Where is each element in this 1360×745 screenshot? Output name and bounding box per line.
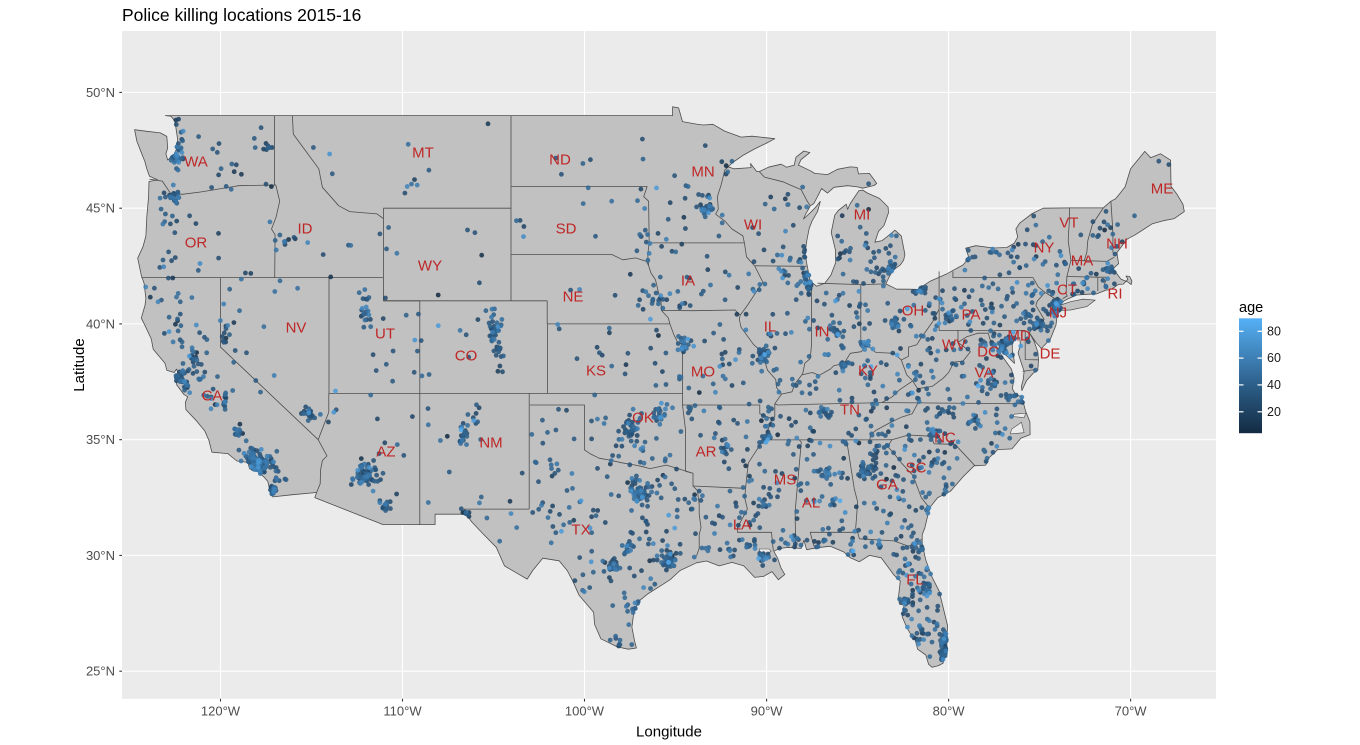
svg-text:MT: MT — [412, 145, 434, 162]
svg-text:RI: RI — [1108, 286, 1123, 303]
svg-text:UT: UT — [375, 326, 395, 343]
svg-text:KS: KS — [586, 363, 606, 380]
svg-text:AL: AL — [802, 495, 820, 512]
svg-text:VT: VT — [1059, 215, 1078, 232]
svg-text:VA: VA — [975, 365, 994, 382]
svg-text:NJ: NJ — [1049, 305, 1067, 322]
svg-text:NH: NH — [1106, 236, 1128, 253]
svg-text:80: 80 — [1267, 324, 1281, 338]
svg-text:IN: IN — [815, 324, 830, 341]
svg-text:ND: ND — [549, 152, 571, 169]
svg-text:120°W: 120°W — [201, 703, 241, 718]
svg-text:40°N: 40°N — [86, 316, 115, 331]
svg-text:50°N: 50°N — [86, 85, 115, 100]
svg-text:90°W: 90°W — [751, 703, 784, 718]
svg-text:AR: AR — [696, 444, 717, 461]
svg-text:ME: ME — [1151, 181, 1174, 198]
svg-text:100°W: 100°W — [565, 703, 605, 718]
svg-text:MN: MN — [691, 164, 714, 181]
svg-text:PA: PA — [962, 307, 981, 324]
svg-text:OK: OK — [632, 410, 654, 427]
svg-text:OH: OH — [902, 303, 925, 320]
svg-text:IL: IL — [764, 319, 777, 336]
svg-text:NM: NM — [479, 435, 502, 452]
svg-text:GA: GA — [876, 477, 898, 494]
svg-text:35°N: 35°N — [86, 432, 115, 447]
svg-text:CA: CA — [202, 388, 223, 405]
svg-text:30°N: 30°N — [86, 548, 115, 563]
svg-text:45°N: 45°N — [86, 201, 115, 216]
svg-text:NE: NE — [563, 289, 584, 306]
svg-text:SD: SD — [556, 221, 577, 238]
svg-text:IA: IA — [681, 273, 695, 290]
svg-text:70°W: 70°W — [1115, 703, 1148, 718]
svg-text:TN: TN — [840, 402, 860, 419]
svg-text:KY: KY — [858, 363, 878, 380]
svg-text:60: 60 — [1267, 351, 1281, 365]
svg-text:LA: LA — [733, 517, 751, 534]
svg-text:CO: CO — [455, 348, 478, 365]
svg-text:DC: DC — [977, 344, 999, 361]
svg-text:OR: OR — [185, 235, 208, 252]
svg-text:WA: WA — [184, 154, 208, 171]
svg-text:Longitude: Longitude — [636, 724, 702, 741]
svg-text:40: 40 — [1267, 378, 1281, 392]
svg-text:MA: MA — [1071, 253, 1094, 270]
svg-text:80°W: 80°W — [933, 703, 966, 718]
svg-text:Latitude: Latitude — [71, 338, 88, 391]
svg-text:MD: MD — [1007, 328, 1030, 345]
svg-text:CT: CT — [1057, 282, 1077, 299]
svg-text:DE: DE — [1040, 346, 1061, 363]
svg-text:25°N: 25°N — [86, 664, 115, 679]
svg-text:WY: WY — [418, 258, 442, 275]
svg-text:WI: WI — [744, 217, 762, 234]
svg-text:Police killing locations 2015-: Police killing locations 2015-16 — [122, 5, 361, 25]
svg-text:FL: FL — [906, 572, 924, 589]
svg-text:NC: NC — [934, 430, 956, 447]
svg-text:110°W: 110°W — [383, 703, 422, 718]
svg-text:ID: ID — [298, 221, 313, 238]
svg-text:WV: WV — [942, 337, 966, 354]
svg-text:age: age — [1239, 300, 1263, 316]
svg-text:AZ: AZ — [376, 444, 395, 461]
svg-text:MO: MO — [691, 364, 715, 381]
svg-text:20: 20 — [1267, 405, 1281, 419]
svg-text:MI: MI — [854, 207, 871, 224]
svg-text:TX: TX — [571, 522, 590, 539]
svg-text:NV: NV — [286, 320, 307, 337]
svg-text:MS: MS — [774, 472, 797, 489]
svg-text:NY: NY — [1034, 240, 1055, 257]
svg-text:SC: SC — [906, 460, 927, 477]
